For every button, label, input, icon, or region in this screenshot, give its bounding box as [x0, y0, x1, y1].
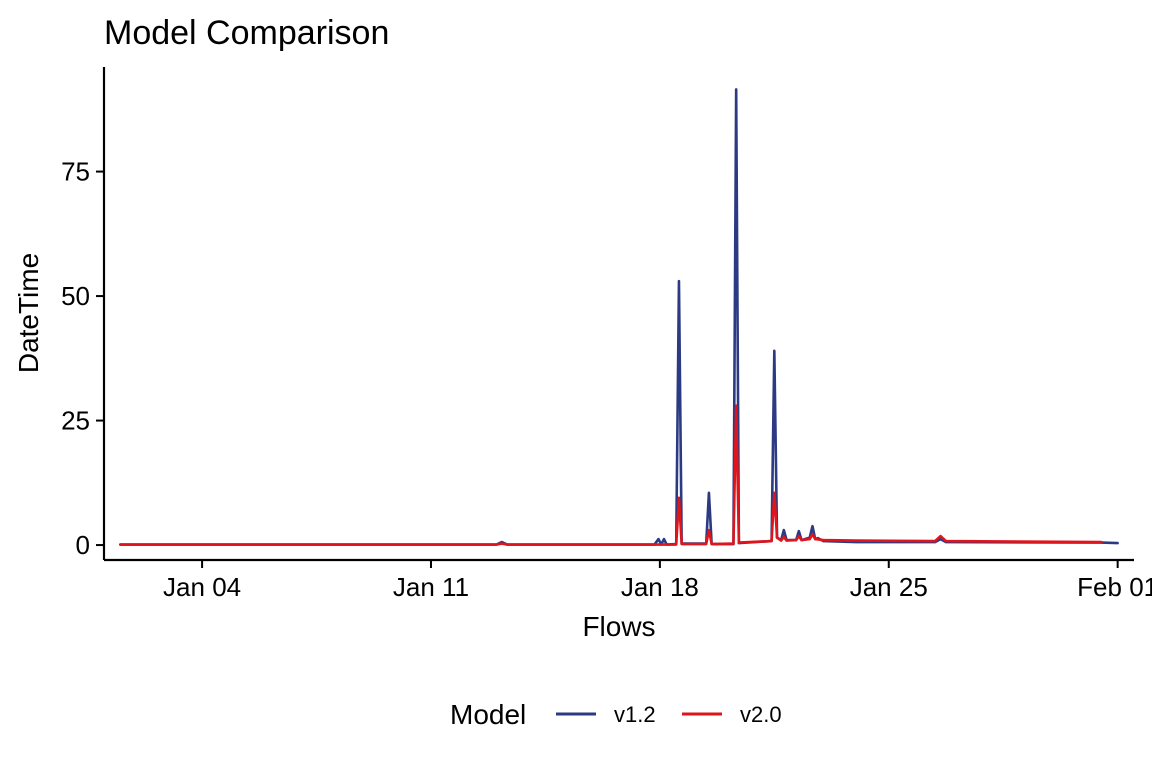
y-tick-label: 75 [61, 157, 90, 187]
y-axis-title: DateTime [13, 253, 44, 373]
series-line-v1-2 [119, 88, 1119, 546]
series-line-v2-0 [119, 404, 1103, 546]
legend-label-v2-0: v2.0 [740, 702, 782, 727]
x-tick-label: Jan 04 [163, 572, 241, 602]
legend-title: Model [450, 699, 526, 730]
x-axis-ticks: Jan 04 Jan 11 Jan 18 Jan 25 Feb 01 [163, 560, 1152, 602]
x-tick-label: Feb 01 [1077, 572, 1152, 602]
x-axis-title: Flows [582, 611, 655, 642]
series-layer [119, 88, 1119, 546]
chart-title: Model Comparison [104, 14, 389, 52]
y-axis-ticks: 0 25 50 75 [61, 157, 104, 560]
legend: Model v1.2 v2.0 [450, 699, 782, 730]
legend-label-v1-2: v1.2 [614, 702, 656, 727]
x-tick-label: Jan 11 [393, 572, 469, 602]
legend-items: v1.2 v2.0 [556, 702, 782, 727]
x-tick-label: Jan 18 [621, 572, 699, 602]
y-tick-label: 50 [61, 281, 90, 311]
y-tick-label: 0 [76, 530, 90, 560]
x-tick-label: Jan 25 [850, 572, 928, 602]
plot-area: 0 25 50 75 Jan 04 Jan 11 Jan 18 Jan 25 Feb 01 [61, 67, 1152, 602]
y-tick-label: 25 [61, 406, 90, 436]
